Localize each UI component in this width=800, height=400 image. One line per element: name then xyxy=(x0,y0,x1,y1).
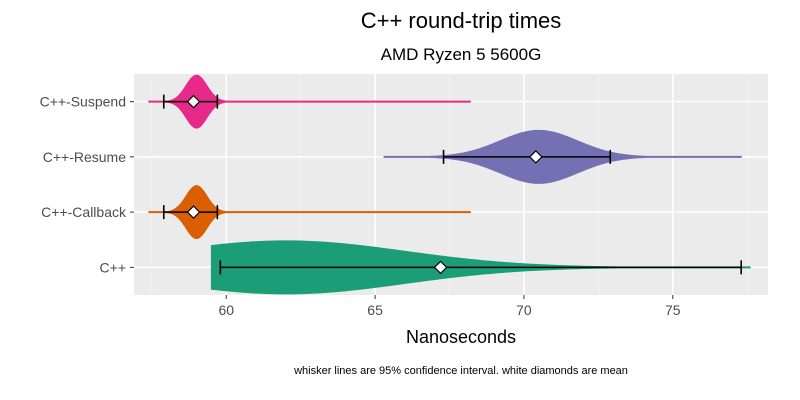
violins xyxy=(148,74,751,295)
chart-title: C++ round-trip times xyxy=(361,8,562,33)
mean-diamond xyxy=(528,150,543,164)
x-axis-title: Nanoseconds xyxy=(406,327,516,347)
violin-c- xyxy=(210,240,751,295)
mean-diamond xyxy=(433,260,448,275)
mean-diamond xyxy=(186,205,201,219)
chart-caption: whisker lines are 95% confidence interva… xyxy=(293,365,628,377)
x-tick-label: 70 xyxy=(516,302,532,318)
violin-body xyxy=(148,185,471,240)
y-tick-label: C++-Callback xyxy=(41,204,127,220)
y-tick-label: C++ xyxy=(100,259,126,275)
y-axis: C++-Suspend C++-Resume C++-Callback C++ xyxy=(40,94,134,275)
x-tick-label: 60 xyxy=(218,302,234,318)
violin-body xyxy=(148,74,471,129)
violin-c-resume xyxy=(383,129,742,184)
x-tick-label: 65 xyxy=(367,302,383,318)
mean-diamond xyxy=(186,94,201,109)
chart-subtitle: AMD Ryzen 5 5600G xyxy=(381,45,542,64)
x-tick-label: 75 xyxy=(665,302,681,318)
x-axis: 60 65 70 75 xyxy=(218,295,681,318)
violin-c-callback xyxy=(148,185,471,240)
y-tick-label: C++-Suspend xyxy=(40,94,126,110)
y-tick-label: C++-Resume xyxy=(43,149,126,165)
violin-c-suspend xyxy=(148,74,471,129)
